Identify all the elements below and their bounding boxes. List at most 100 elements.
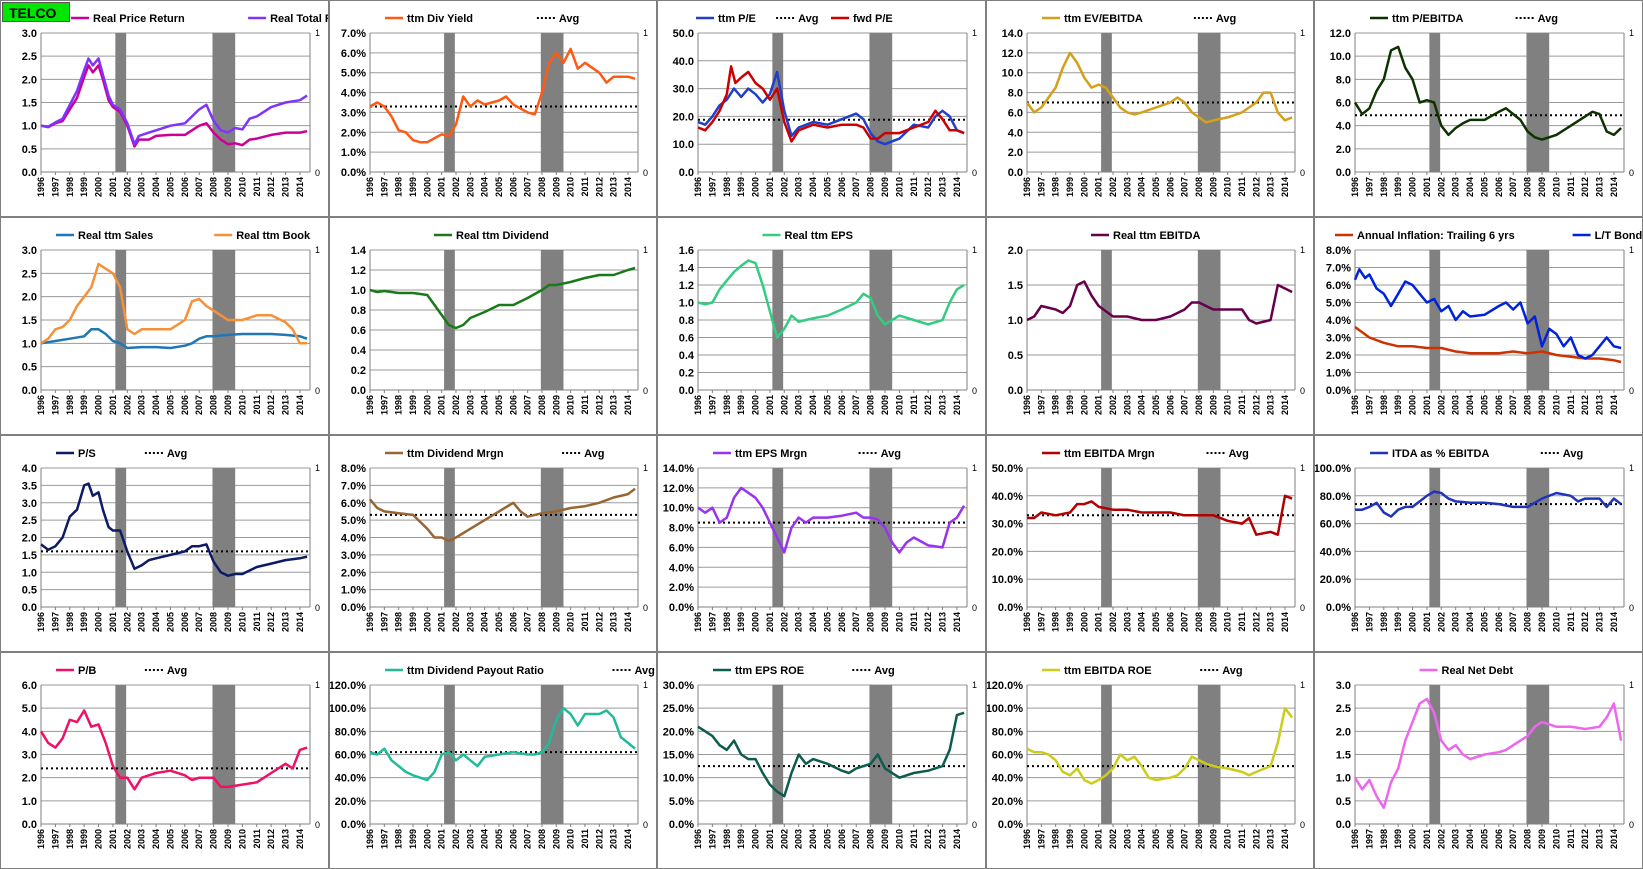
x-tick-label: 2003 — [1122, 395, 1132, 415]
chart-panel: 0.0 0.2 0.4 0.6 0.8 1.0 1.2 1.4 1.6 0 1 1996 1997 199… — [657, 217, 986, 435]
y-tick-label: 8.0% — [1326, 245, 1351, 257]
x-tick-label: 2014 — [1609, 612, 1619, 632]
x-tick-label: 1996 — [365, 395, 375, 415]
legend-label: ttm EPS ROE — [735, 665, 804, 677]
chart-panel: 0.0 0.5 1.0 1.5 2.0 0 1 1996 1997 1998 1999 2000 200… — [986, 217, 1314, 435]
y-tick-label: 4.0% — [1326, 315, 1351, 327]
recession-bar — [1526, 468, 1550, 607]
x-tick-label: 2011 — [580, 612, 590, 632]
secondary-y-tick-label: 0 — [1300, 386, 1305, 396]
legend-label: ttm Dividend Mrgn — [407, 448, 504, 460]
x-tick-label: 2009 — [223, 612, 233, 632]
x-tick-label: 1997 — [379, 612, 389, 632]
x-tick-label: 1996 — [693, 177, 703, 197]
x-tick-label: 1997 — [707, 395, 717, 415]
x-tick-label: 2005 — [165, 395, 175, 415]
x-tick-label: 2000 — [751, 395, 761, 415]
y-tick-label: 2.5 — [22, 268, 37, 280]
x-tick-label: 2001 — [1422, 829, 1432, 849]
chart-panel: 0.0% 20.0% 40.0% 60.0% 80.0% 100.0% 120.0% 0 1 19… — [329, 652, 657, 869]
secondary-y-tick-label: 0 — [643, 386, 648, 396]
y-tick-label: 1.5 — [22, 315, 37, 327]
legend-label: Avg — [881, 448, 901, 460]
x-tick-label: 2003 — [794, 829, 804, 849]
x-tick-label: 1998 — [394, 177, 404, 197]
legend-label: ttm P/E — [718, 13, 756, 25]
x-tick-label: 2003 — [465, 829, 475, 849]
secondary-y-tick-label: 0 — [1629, 168, 1634, 178]
recession-bar — [540, 33, 564, 172]
x-tick-label: 2007 — [194, 177, 204, 197]
x-tick-label: 2011 — [1237, 395, 1247, 415]
x-tick-label: 2010 — [566, 612, 576, 632]
y-tick-label: 50.0% — [992, 463, 1023, 475]
y-tick-label: 2.0 — [1008, 147, 1023, 159]
x-tick-label: 2012 — [594, 612, 604, 632]
secondary-y-tick-label: 1 — [1629, 680, 1634, 690]
chart-svg: 0.0 0.5 1.0 1.5 2.0 2.5 3.0 0 1 1996 1997 1998 1999 2… — [22, 13, 328, 197]
y-tick-label: 25.0% — [663, 703, 694, 715]
x-tick-label: 1999 — [1065, 829, 1075, 849]
x-tick-label: 2014 — [952, 829, 962, 849]
x-tick-label: 2003 — [1451, 612, 1461, 632]
x-tick-label: 2002 — [122, 612, 132, 632]
x-tick-label: 1997 — [1364, 612, 1374, 632]
x-tick-label: 2006 — [837, 829, 847, 849]
x-tick-label: 2010 — [566, 829, 576, 849]
x-tick-label: 2009 — [880, 612, 890, 632]
x-tick-label: 2005 — [165, 829, 175, 849]
y-tick-label: 0.0 — [1336, 167, 1351, 179]
x-tick-label: 2004 — [1137, 395, 1147, 415]
x-tick-label: 2004 — [151, 177, 161, 197]
x-tick-label: 2000 — [1408, 395, 1418, 415]
recession-bar — [540, 468, 564, 607]
x-tick-label: 2003 — [1122, 829, 1132, 849]
y-tick-label: 50.0 — [673, 28, 694, 40]
x-tick-label: 2010 — [894, 395, 904, 415]
x-tick-label: 2012 — [1251, 395, 1261, 415]
x-tick-label: 2004 — [480, 829, 490, 849]
x-tick-label: 2009 — [223, 829, 233, 849]
recession-bar — [115, 33, 127, 172]
y-tick-label: 0.5 — [1336, 796, 1351, 808]
y-tick-label: 4.0 — [22, 463, 37, 475]
x-tick-label: 2011 — [1237, 612, 1247, 632]
secondary-y-tick-label: 1 — [1629, 463, 1634, 473]
x-tick-label: 2005 — [494, 829, 504, 849]
x-tick-label: 2010 — [1223, 829, 1233, 849]
x-tick-label: 2010 — [894, 829, 904, 849]
x-tick-label: 2000 — [1079, 612, 1089, 632]
x-tick-label: 2002 — [451, 612, 461, 632]
legend-label: ttm EV/EBITDA — [1064, 13, 1143, 25]
recession-bar — [540, 250, 564, 390]
x-tick-label: 2004 — [151, 612, 161, 632]
y-tick-label: 2.0 — [1336, 144, 1351, 156]
chart-svg: 0.0% 10.0% 20.0% 30.0% 40.0% 50.0% 0 1 1996 1997 1… — [992, 448, 1305, 632]
x-tick-label: 2003 — [1122, 177, 1132, 197]
legend-label: Avg — [1538, 13, 1558, 25]
secondary-y-tick-label: 1 — [972, 463, 977, 473]
x-tick-label: 2007 — [523, 395, 533, 415]
x-tick-label: 2007 — [1180, 395, 1190, 415]
secondary-y-tick-label: 0 — [1629, 603, 1634, 613]
x-tick-label: 2000 — [751, 177, 761, 197]
x-tick-label: 2001 — [1422, 612, 1432, 632]
x-tick-label: 2003 — [137, 829, 147, 849]
secondary-y-tick-label: 0 — [1300, 820, 1305, 830]
x-tick-label: 2004 — [1465, 829, 1475, 849]
recession-bar — [115, 468, 127, 607]
x-tick-label: 1997 — [1036, 177, 1046, 197]
x-tick-label: 2008 — [1194, 829, 1204, 849]
x-tick-label: 2001 — [108, 395, 118, 415]
x-tick-label: 2007 — [1180, 612, 1190, 632]
x-tick-label: 2000 — [422, 829, 432, 849]
series-line — [369, 706, 636, 782]
x-tick-label: 2011 — [580, 395, 590, 415]
x-tick-label: 2005 — [494, 177, 504, 197]
x-tick-label: 2013 — [609, 829, 619, 849]
secondary-y-tick-label: 1 — [315, 28, 320, 38]
legend-label: ttm Dividend Payout Ratio — [407, 665, 544, 677]
x-tick-label: 2013 — [1595, 829, 1605, 849]
x-tick-label: 2008 — [537, 177, 547, 197]
x-tick-label: 1998 — [722, 177, 732, 197]
